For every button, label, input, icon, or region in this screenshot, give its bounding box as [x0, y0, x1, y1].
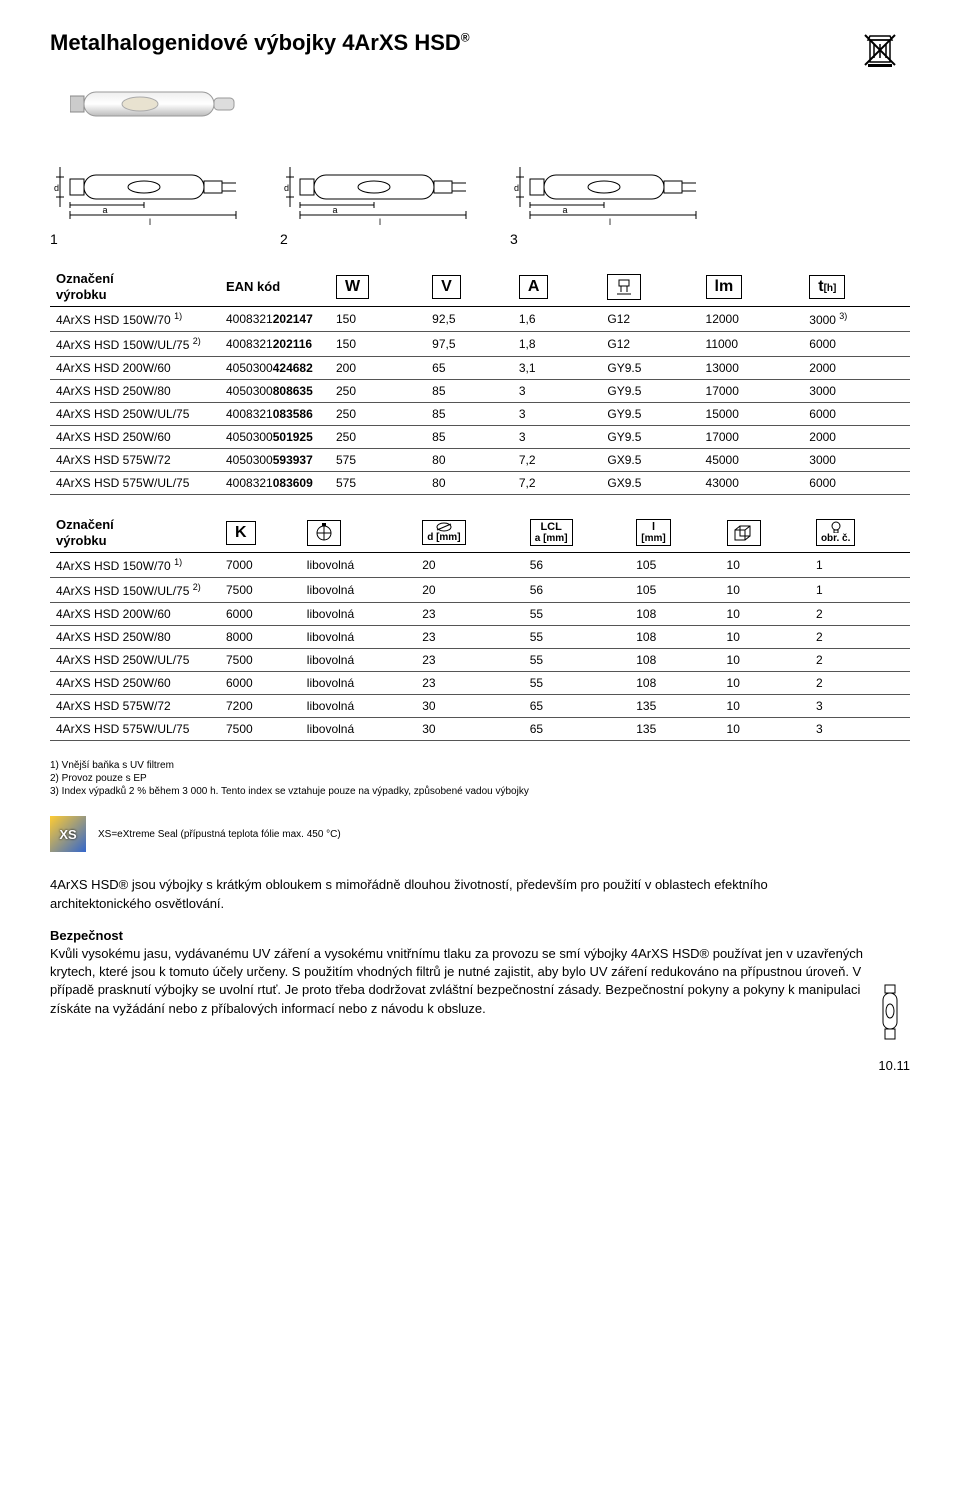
page-number: 10.11: [50, 1058, 910, 1073]
table-row: 4ArXS HSD 200W/606000libovolná2355108102: [50, 603, 910, 626]
svg-text:a: a: [102, 205, 107, 215]
table-row: 4ArXS HSD 250W/604050300501925250853GY9.…: [50, 426, 910, 449]
table-row: 4ArXS HSD 200W/604050300424682200653,1GY…: [50, 357, 910, 380]
svg-text:a: a: [332, 205, 337, 215]
svg-text:d: d: [284, 183, 289, 193]
table-row: 4ArXS HSD 250W/606000libovolná2355108102: [50, 672, 910, 695]
col-label: Označení výrobku: [56, 271, 114, 302]
spec-table-1: Označení výrobku EAN kód W V A lm t[h] 4…: [50, 267, 910, 495]
base-icon: [607, 274, 641, 300]
pack-icon: [727, 520, 761, 546]
col-k: K: [226, 521, 256, 545]
col-t: t[h]: [809, 275, 845, 299]
svg-text:l: l: [609, 217, 611, 227]
spec-table-2: Označení výrobku K d [mm] LCL a [mm]: [50, 513, 910, 741]
col-label-2: Označení výrobku: [56, 517, 114, 548]
footnote-line: 2) Provoz pouze s EP: [50, 772, 910, 785]
table-row: 4ArXS HSD 575W/UL/754008321083609575807,…: [50, 472, 910, 495]
diagram-number: 3: [510, 231, 518, 247]
table-row: 4ArXS HSD 150W/UL/75 2)7500libovolná2056…: [50, 578, 910, 603]
table-row: 4ArXS HSD 150W/UL/75 2)40083212021161509…: [50, 332, 910, 357]
table-row: 4ArXS HSD 250W/UL/757500libovolná2355108…: [50, 649, 910, 672]
safety-heading: Bezpečnost: [50, 928, 123, 943]
table-row: 4ArXS HSD 150W/70 1)400832120214715092,5…: [50, 307, 910, 332]
footnote-line: 1) Vnější baňka s UV filtrem: [50, 759, 910, 772]
table-row: 4ArXS HSD 575W/727200libovolná3065135103: [50, 695, 910, 718]
table-row: 4ArXS HSD 575W/724050300593937575807,2GX…: [50, 449, 910, 472]
table-row: 4ArXS HSD 250W/804050300808635250853GY9.…: [50, 380, 910, 403]
safety-text: Kvůli vysokému jasu, vydávanému UV zářen…: [50, 946, 863, 1016]
svg-text:a: a: [562, 205, 567, 215]
table-row: 4ArXS HSD 575W/UL/757500libovolná3065135…: [50, 718, 910, 741]
lamp-side-icon: [875, 983, 905, 1043]
diagrams-row: d l a 1 d l a 2 d l a 3: [50, 157, 910, 247]
table-row: 4ArXS HSD 150W/70 1)7000libovolná2056105…: [50, 553, 910, 578]
table-row: 4ArXS HSD 250W/UL/754008321083586250853G…: [50, 403, 910, 426]
col-ean: EAN kód: [226, 279, 280, 294]
col-l: l [mm]: [636, 519, 670, 546]
col-lm: lm: [706, 275, 743, 299]
xs-note-text: XS=eXtreme Seal (přípustná teplota fólie…: [98, 829, 341, 840]
intro-text: 4ArXS HSD® jsou výbojky s krátkým oblouk…: [50, 876, 870, 912]
diagram-number: 2: [280, 231, 288, 247]
lamp-photo: [70, 84, 240, 124]
footnotes: 1) Vnější baňka s UV filtrem2) Provoz po…: [50, 759, 910, 798]
diagram-number: 1: [50, 231, 58, 247]
col-d: d [mm]: [422, 520, 465, 545]
page-title: Metalhalogenidové výbojky 4ArXS HSD®: [50, 30, 910, 56]
safety-block: Bezpečnost Kvůli vysokému jasu, vydávané…: [50, 927, 870, 1018]
svg-text:d: d: [54, 183, 59, 193]
table-row: 4ArXS HSD 250W/808000libovolná2355108102: [50, 626, 910, 649]
xs-note-row: XS XS=eXtreme Seal (přípustná teplota fó…: [50, 816, 910, 852]
col-a: A: [519, 275, 549, 299]
svg-text:l: l: [149, 217, 151, 227]
burning-pos-icon: [307, 520, 341, 546]
col-v: V: [432, 275, 461, 299]
svg-text:l: l: [379, 217, 381, 227]
footnote-line: 3) Index výpadků 2 % během 3 000 h. Tent…: [50, 785, 910, 798]
svg-text:d: d: [514, 183, 519, 193]
col-obr: obr. č.: [816, 519, 855, 546]
xs-badge-icon: XS: [50, 816, 86, 852]
no-waste-icon: [860, 30, 900, 70]
col-lcl: LCL a [mm]: [530, 519, 573, 546]
col-w: W: [336, 275, 369, 299]
